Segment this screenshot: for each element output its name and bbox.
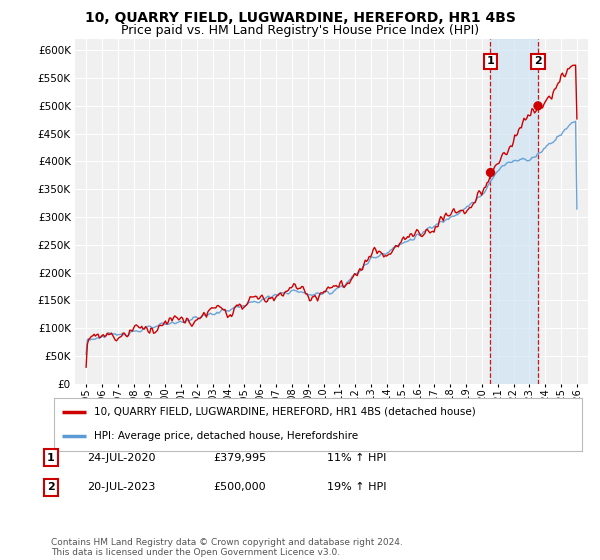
Text: 10, QUARRY FIELD, LUGWARDINE, HEREFORD, HR1 4BS (detached house): 10, QUARRY FIELD, LUGWARDINE, HEREFORD, … [94, 407, 475, 417]
Text: 1: 1 [47, 452, 55, 463]
Text: £500,000: £500,000 [213, 482, 266, 492]
Text: 2: 2 [47, 482, 55, 492]
Text: 24-JUL-2020: 24-JUL-2020 [87, 452, 155, 463]
Point [485, 168, 495, 177]
Text: 11% ↑ HPI: 11% ↑ HPI [327, 452, 386, 463]
Text: 10, QUARRY FIELD, LUGWARDINE, HEREFORD, HR1 4BS: 10, QUARRY FIELD, LUGWARDINE, HEREFORD, … [85, 11, 515, 25]
Text: Price paid vs. HM Land Registry's House Price Index (HPI): Price paid vs. HM Land Registry's House … [121, 24, 479, 36]
Text: Contains HM Land Registry data © Crown copyright and database right 2024.
This d: Contains HM Land Registry data © Crown c… [51, 538, 403, 557]
Text: 20-JUL-2023: 20-JUL-2023 [87, 482, 155, 492]
Text: HPI: Average price, detached house, Herefordshire: HPI: Average price, detached house, Here… [94, 431, 358, 441]
Text: 19% ↑ HPI: 19% ↑ HPI [327, 482, 386, 492]
Text: 1: 1 [487, 57, 494, 67]
Bar [490, 39, 538, 384]
Point [533, 101, 543, 110]
Text: £379,995: £379,995 [213, 452, 266, 463]
Text: 2: 2 [534, 57, 542, 67]
